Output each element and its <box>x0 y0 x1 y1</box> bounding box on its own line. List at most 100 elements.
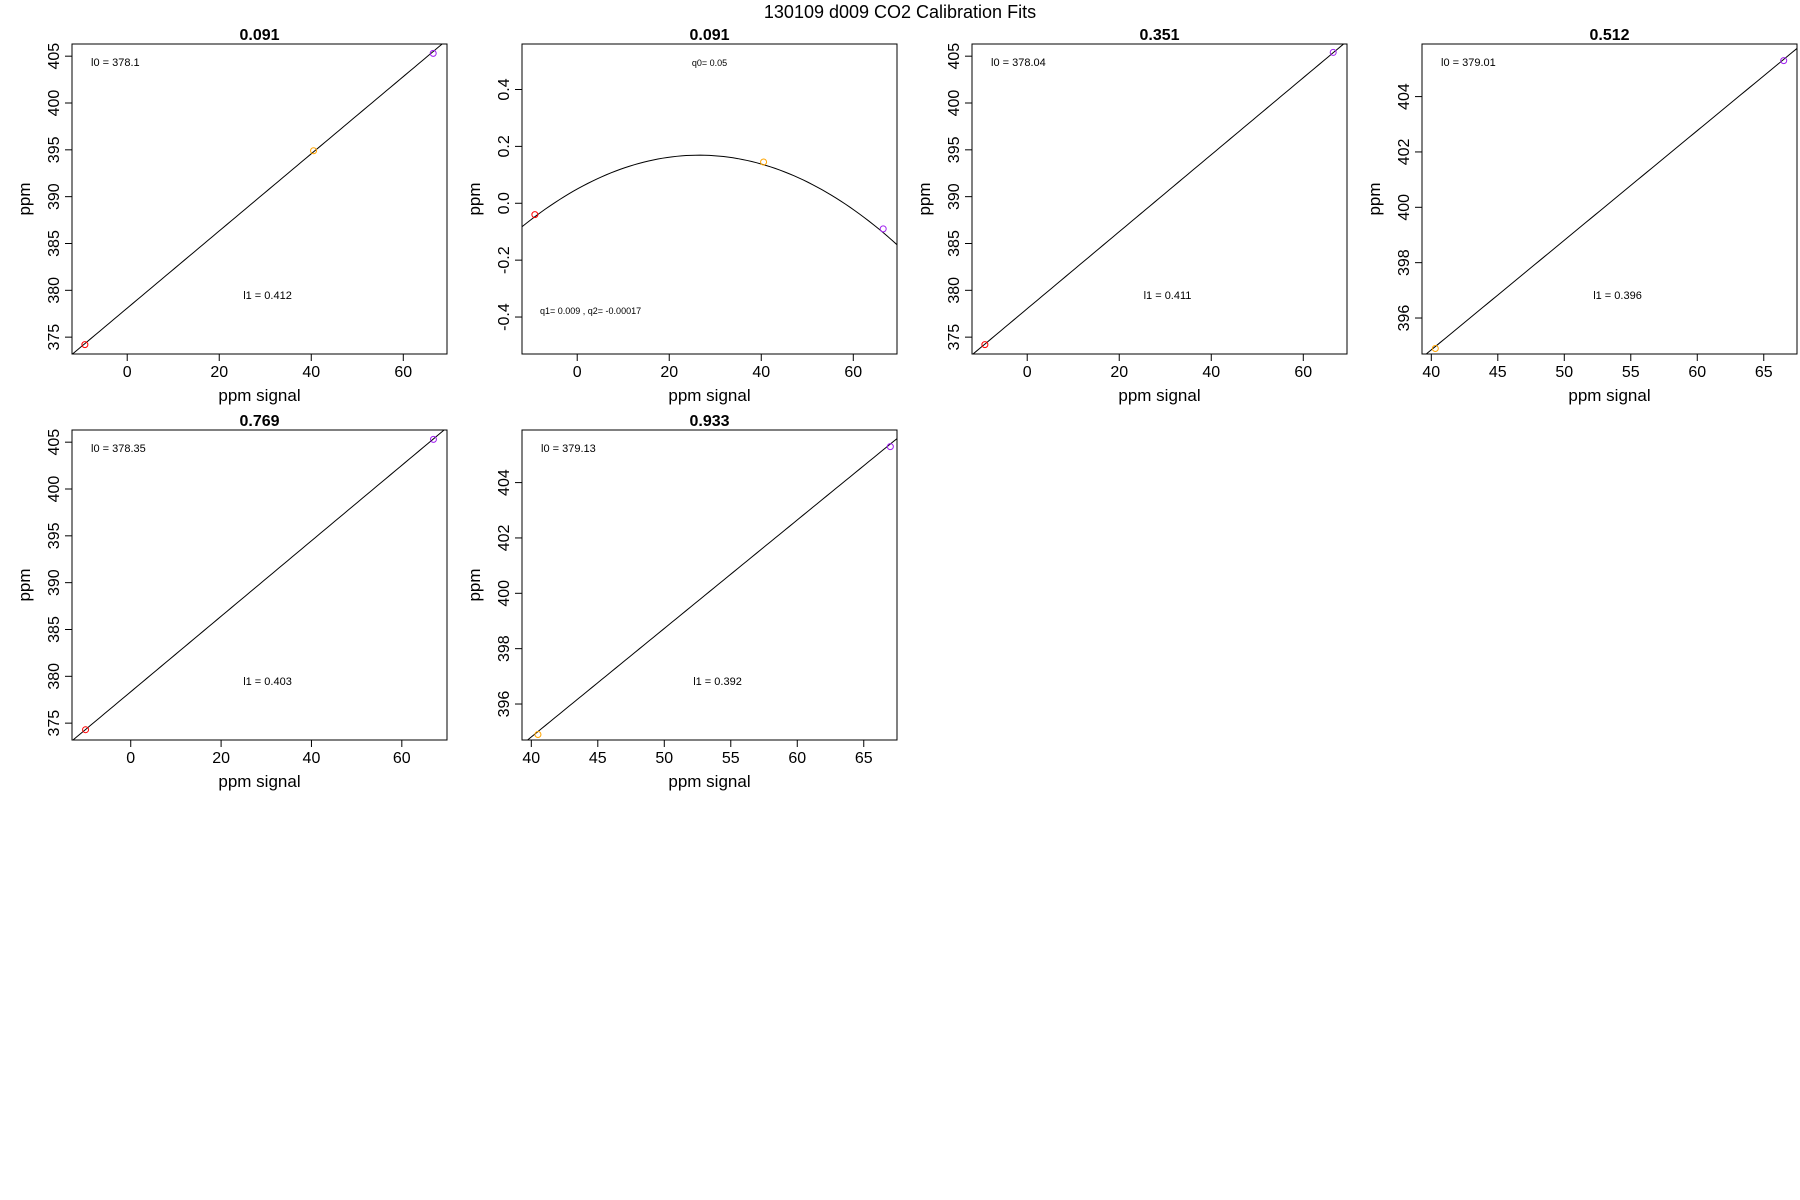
data-point <box>429 49 437 57</box>
y-axis-label: ppm <box>465 568 484 601</box>
x-tick-label: 45 <box>1489 364 1507 381</box>
y-tick-label: 398 <box>1396 249 1413 276</box>
x-tick-label: 40 <box>303 750 321 767</box>
data-point <box>310 147 318 155</box>
y-axis-label: ppm <box>915 182 934 215</box>
y-tick-label: 390 <box>46 569 63 596</box>
y-tick-label: 404 <box>496 469 513 496</box>
figure-title: 130109 d009 CO2 Calibration Fits <box>763 2 1037 22</box>
x-axis-label: ppm signal <box>668 772 750 791</box>
data-point <box>82 726 90 734</box>
y-tick-label: 375 <box>946 324 963 351</box>
y-tick-label: 396 <box>496 691 513 718</box>
y-tick-label: 404 <box>1396 83 1413 110</box>
chart-title: 0.512 <box>1589 27 1629 44</box>
y-tick-label: 400 <box>946 90 963 117</box>
y-tick-label: -0.4 <box>496 303 513 331</box>
y-tick-label: 402 <box>1396 139 1413 166</box>
x-tick-label: 40 <box>752 364 770 381</box>
plot-frame <box>521 429 898 741</box>
data-point <box>981 341 989 349</box>
chart-title: 0.351 <box>1139 27 1179 44</box>
chart-panel-4: 0.512 40 45 50 55 60 65 ppm signal 396 398 400 402 4… <box>1365 27 1798 405</box>
x-tick-label: 20 <box>1110 364 1128 381</box>
y-axis-label: ppm <box>15 568 34 601</box>
annotation-bottom: l1 = 0.403 <box>243 676 292 688</box>
y-tick-label: 0.4 <box>496 78 513 100</box>
x-tick-label: 60 <box>844 364 862 381</box>
chart-title: 0.091 <box>689 27 729 44</box>
x-tick-label: 50 <box>1555 364 1573 381</box>
y-tick-label: 380 <box>946 277 963 304</box>
annotation-top: l0 = 378.1 <box>91 57 140 69</box>
y-tick-label: 396 <box>1396 305 1413 332</box>
fit-line <box>526 438 897 740</box>
fit-line <box>72 44 443 354</box>
data-point <box>879 225 887 233</box>
data-point <box>531 211 539 219</box>
y-axis-label: ppm <box>465 182 484 215</box>
x-tick-label: 20 <box>210 364 228 381</box>
chart-panel-6: 0.933 40 45 50 55 60 65 ppm signal 396 398 400 402 4… <box>465 413 898 791</box>
chart-title: 0.933 <box>689 413 729 430</box>
y-tick-label: 390 <box>946 183 963 210</box>
y-tick-label: 395 <box>46 522 63 549</box>
x-tick-label: 40 <box>522 750 540 767</box>
annotation-bottom: l1 = 0.412 <box>243 290 292 302</box>
chart-panel-2: 0.091 0 20 40 60 ppm signal -0.4 -0.2 0.0 0.2 0.4 p… <box>465 27 898 405</box>
x-axis-label: ppm signal <box>218 772 300 791</box>
x-tick-label: 55 <box>722 750 740 767</box>
annotation-top: l0 = 379.13 <box>541 443 596 455</box>
x-tick-label: 40 <box>1422 364 1440 381</box>
data-point <box>886 443 894 451</box>
annotation-bottom: l1 = 0.396 <box>1593 290 1642 302</box>
fit-line <box>72 430 445 740</box>
annotation-bottom: l1 = 0.411 <box>1144 290 1192 302</box>
annotation-top: l0 = 378.35 <box>91 443 146 455</box>
data-point <box>1431 344 1439 352</box>
annotation-bottom: q1= 0.009 , q2= -0.00017 <box>540 306 641 316</box>
y-tick-label: 0.0 <box>496 192 513 214</box>
y-tick-label: 380 <box>46 277 63 304</box>
x-tick-label: 65 <box>855 750 873 767</box>
y-tick-label: 405 <box>46 43 63 70</box>
fit-line <box>522 154 897 246</box>
x-axis-label: ppm signal <box>1118 386 1200 405</box>
annotation-top: q0= 0.05 <box>692 58 727 68</box>
x-tick-label: 20 <box>212 750 230 767</box>
data-point <box>1780 57 1788 65</box>
y-tick-label: 385 <box>946 230 963 257</box>
fit-line <box>1425 48 1797 354</box>
y-tick-label: 0.2 <box>496 135 513 157</box>
x-tick-label: 55 <box>1622 364 1640 381</box>
x-tick-label: 60 <box>1294 364 1312 381</box>
chart-title: 0.769 <box>239 413 279 430</box>
chart-title: 0.091 <box>239 27 279 44</box>
y-tick-label: 400 <box>46 476 63 503</box>
x-tick-label: 60 <box>788 750 806 767</box>
y-tick-label: 400 <box>1396 194 1413 221</box>
x-tick-label: 40 <box>302 364 320 381</box>
x-tick-label: 60 <box>394 364 412 381</box>
x-tick-label: 0 <box>573 364 582 381</box>
y-tick-label: 395 <box>46 136 63 163</box>
annotation-top: l0 = 378.04 <box>991 57 1046 69</box>
annotation-top: l0 = 379.01 <box>1441 57 1496 69</box>
data-point <box>81 341 89 349</box>
y-tick-label: 400 <box>46 90 63 117</box>
y-tick-label: 390 <box>46 183 63 210</box>
y-tick-label: -0.2 <box>496 246 513 274</box>
x-tick-label: 0 <box>126 750 135 767</box>
y-tick-label: 380 <box>46 663 63 690</box>
annotation-bottom: l1 = 0.392 <box>693 676 742 688</box>
chart-panel-1: 0.091 0 20 40 60 ppm signal 375 380 385 390 395 400… <box>15 27 448 405</box>
x-tick-label: 50 <box>655 750 673 767</box>
data-point <box>429 435 437 443</box>
data-point <box>1329 48 1337 56</box>
fit-line <box>972 44 1345 354</box>
x-tick-label: 60 <box>393 750 411 767</box>
y-tick-label: 405 <box>46 429 63 456</box>
x-tick-label: 40 <box>1202 364 1220 381</box>
y-tick-label: 398 <box>496 635 513 662</box>
